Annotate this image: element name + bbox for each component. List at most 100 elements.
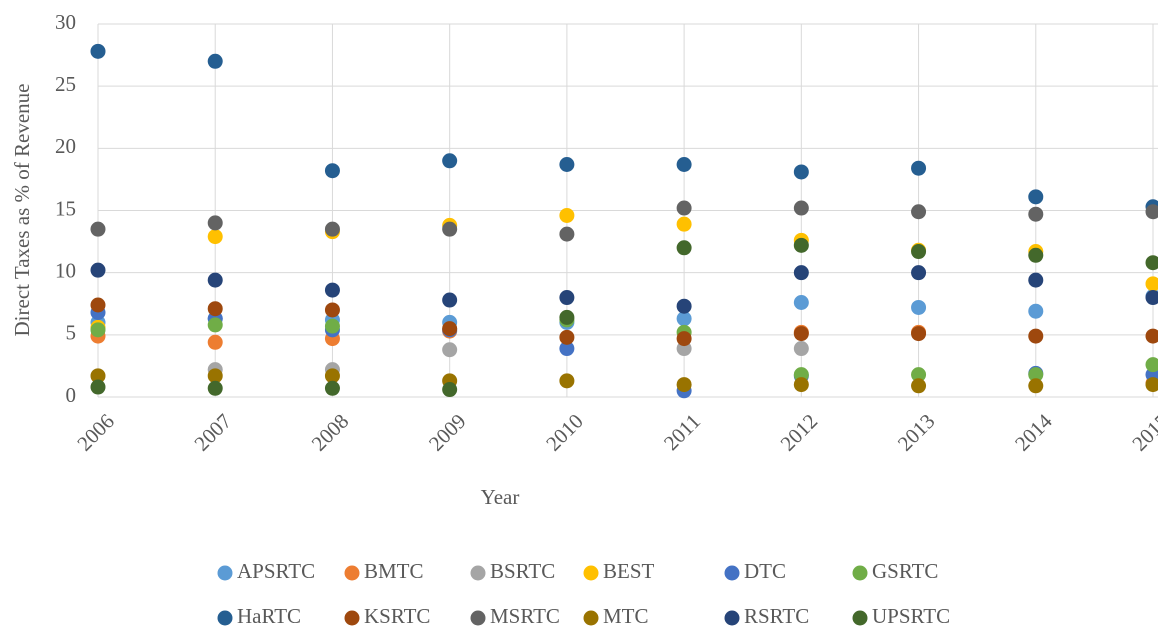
legend-marker: [344, 610, 360, 626]
point: [1145, 255, 1158, 271]
point: [559, 341, 575, 357]
y-tick-label: 10: [55, 258, 76, 282]
point: [911, 160, 927, 176]
legend-marker: [470, 610, 486, 626]
point: [793, 200, 809, 216]
x-tick-label: 2015: [1127, 409, 1158, 456]
point: [207, 317, 223, 333]
x-tick-label: 2009: [424, 409, 471, 456]
point: [1028, 206, 1044, 222]
legend-label: HaRTC: [237, 604, 301, 627]
x-tick-label: 2014: [1010, 409, 1057, 456]
y-tick-label: 0: [66, 383, 77, 407]
point: [559, 207, 575, 223]
point: [90, 221, 106, 237]
point: [676, 331, 692, 347]
point: [676, 298, 692, 314]
point: [793, 377, 809, 393]
x-tick-label: 2013: [893, 409, 940, 456]
point: [1145, 357, 1158, 373]
legend-label: MTC: [603, 604, 649, 627]
point: [1028, 189, 1044, 205]
point: [559, 156, 575, 172]
x-axis-label: Year: [481, 485, 520, 509]
legend-marker: [583, 565, 599, 581]
legend-label: BSRTC: [490, 559, 555, 583]
legend-marker: [217, 565, 233, 581]
point: [911, 326, 927, 342]
point: [207, 368, 223, 384]
point: [559, 226, 575, 242]
point: [911, 204, 927, 220]
y-tick-label: 20: [55, 134, 76, 158]
point: [324, 380, 340, 396]
point: [559, 373, 575, 389]
point: [911, 265, 927, 281]
point: [90, 262, 106, 278]
point: [442, 382, 458, 398]
x-tick-label: 2012: [776, 409, 823, 456]
point: [1028, 247, 1044, 263]
y-tick-label: 5: [66, 321, 77, 345]
point: [793, 341, 809, 357]
point: [1028, 378, 1044, 394]
legend-marker: [852, 610, 868, 626]
point: [676, 200, 692, 216]
point: [442, 221, 458, 237]
point: [442, 342, 458, 358]
point: [442, 153, 458, 169]
legend-label: BEST: [603, 559, 655, 583]
legend-marker: [470, 565, 486, 581]
point: [90, 368, 106, 384]
point: [793, 237, 809, 253]
point: [1145, 204, 1158, 220]
legend-label: KSRTC: [364, 604, 430, 627]
point: [442, 292, 458, 308]
point: [207, 229, 223, 245]
x-tick-label: 2006: [72, 409, 119, 456]
point: [1145, 276, 1158, 292]
point: [324, 282, 340, 298]
point: [207, 53, 223, 69]
point: [676, 156, 692, 172]
y-axis-label: Direct Taxes as % of Revenue: [10, 84, 34, 337]
legend-label: GSRTC: [872, 559, 938, 583]
point: [793, 326, 809, 342]
point: [324, 368, 340, 384]
point: [207, 334, 223, 350]
y-tick-label: 25: [55, 72, 76, 96]
point: [90, 322, 106, 338]
point: [676, 240, 692, 256]
point: [207, 380, 223, 396]
x-tick-label: 2007: [189, 409, 236, 456]
point: [559, 329, 575, 345]
legend-label: DTC: [744, 559, 786, 583]
point: [442, 321, 458, 337]
point: [1145, 328, 1158, 344]
point: [676, 216, 692, 232]
point: [1028, 272, 1044, 288]
point: [1028, 328, 1044, 344]
legend-marker: [344, 565, 360, 581]
point: [324, 302, 340, 318]
point: [793, 265, 809, 281]
x-tick-label: 2010: [541, 409, 588, 456]
point: [90, 379, 106, 395]
point: [324, 221, 340, 237]
point: [793, 164, 809, 180]
point: [207, 272, 223, 288]
x-tick-label: 2011: [659, 409, 705, 455]
y-tick-label: 30: [55, 10, 76, 34]
point: [207, 215, 223, 231]
point: [793, 295, 809, 311]
point: [676, 377, 692, 393]
point: [324, 318, 340, 334]
point: [911, 367, 927, 383]
legend-marker: [724, 565, 740, 581]
point: [911, 299, 927, 315]
point: [1145, 290, 1158, 306]
legend-label: MSRTC: [490, 604, 560, 627]
point: [559, 290, 575, 306]
point: [676, 311, 692, 327]
